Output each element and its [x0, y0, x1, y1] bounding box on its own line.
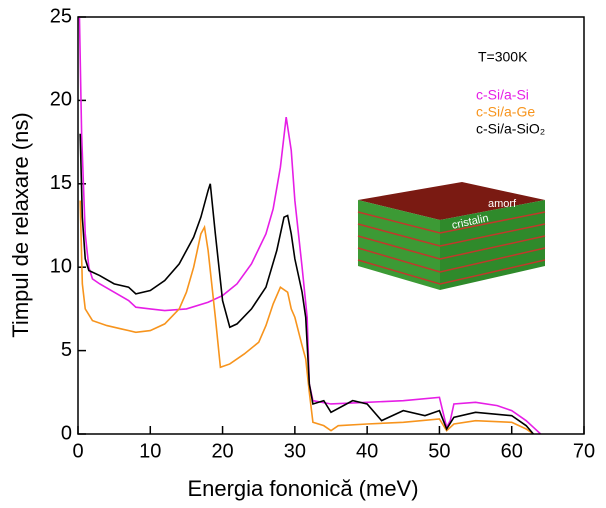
- legend-entry: c-Si/a-Si: [476, 87, 529, 103]
- y-tick-label: 5: [61, 339, 72, 361]
- y-tick-label: 25: [50, 5, 72, 27]
- x-axis-title: Energia fononică (meV): [187, 476, 418, 501]
- legend-entry: c-Si/a-SiO₂: [476, 121, 545, 137]
- inset-label: amorf: [488, 198, 517, 210]
- y-tick-label: 0: [61, 422, 72, 444]
- x-tick-label: 30: [284, 440, 306, 462]
- x-tick-label: 10: [139, 440, 161, 462]
- x-tick-label: 60: [501, 440, 523, 462]
- y-tick-label: 20: [50, 89, 72, 111]
- y-tick-label: 10: [50, 255, 72, 277]
- line-series: [79, 200, 534, 435]
- x-tick-label: 50: [428, 440, 450, 462]
- x-tick-label: 70: [573, 440, 595, 462]
- x-tick-label: 20: [211, 440, 233, 462]
- annotation: T=300K: [478, 49, 528, 65]
- inset: amorf cristalin: [357, 182, 546, 290]
- inset-top: [358, 182, 545, 220]
- line-series: [79, 133, 535, 435]
- x-tick-label: 40: [356, 440, 378, 462]
- line-series: [78, 16, 542, 435]
- inset-left: [358, 200, 440, 290]
- legend-entry: c-Si/a-Ge: [476, 104, 535, 120]
- plot-frame: [77, 16, 585, 435]
- y-axis-title: Timpul de relaxare (ns): [8, 112, 33, 337]
- x-tick-label: 0: [72, 440, 83, 462]
- y-tick-label: 15: [50, 172, 72, 194]
- inset-right: [440, 200, 545, 290]
